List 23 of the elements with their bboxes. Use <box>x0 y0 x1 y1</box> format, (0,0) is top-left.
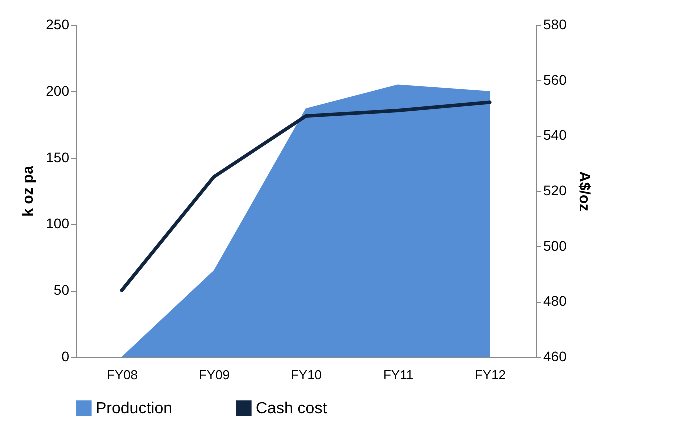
y-axis-title: k oz pa <box>20 165 38 217</box>
x-tick-label: FY09 <box>198 368 230 382</box>
x-tick-label: FY12 <box>474 368 506 382</box>
y2-tick-label: 460 <box>544 348 568 364</box>
y-tick-label: 50 <box>54 282 70 298</box>
y2-axis-title: A$/oz <box>576 171 593 212</box>
x-tick-label: FY11 <box>383 368 414 382</box>
y-tick-label: 200 <box>46 82 70 99</box>
y-tick-label: 150 <box>46 149 70 166</box>
y-tick-label: 0 <box>62 348 70 364</box>
legend-label: Production <box>96 400 172 418</box>
legend-label: Cash cost <box>256 400 328 418</box>
y2-tick-label: 500 <box>544 238 568 254</box>
y2-tick-label: 580 <box>544 16 568 32</box>
y2-tick-label: 480 <box>544 293 568 310</box>
y2-tick-label: 540 <box>544 127 568 144</box>
line-series <box>120 100 492 292</box>
y2-tick-label: 560 <box>544 72 568 88</box>
x-tick-label: FY10 <box>290 368 322 382</box>
y-tick-label: 100 <box>46 216 70 232</box>
y2-tick-label: 520 <box>544 182 568 198</box>
y-tick-label: 250 <box>46 16 70 32</box>
x-tick-label: FY08 <box>106 368 138 382</box>
